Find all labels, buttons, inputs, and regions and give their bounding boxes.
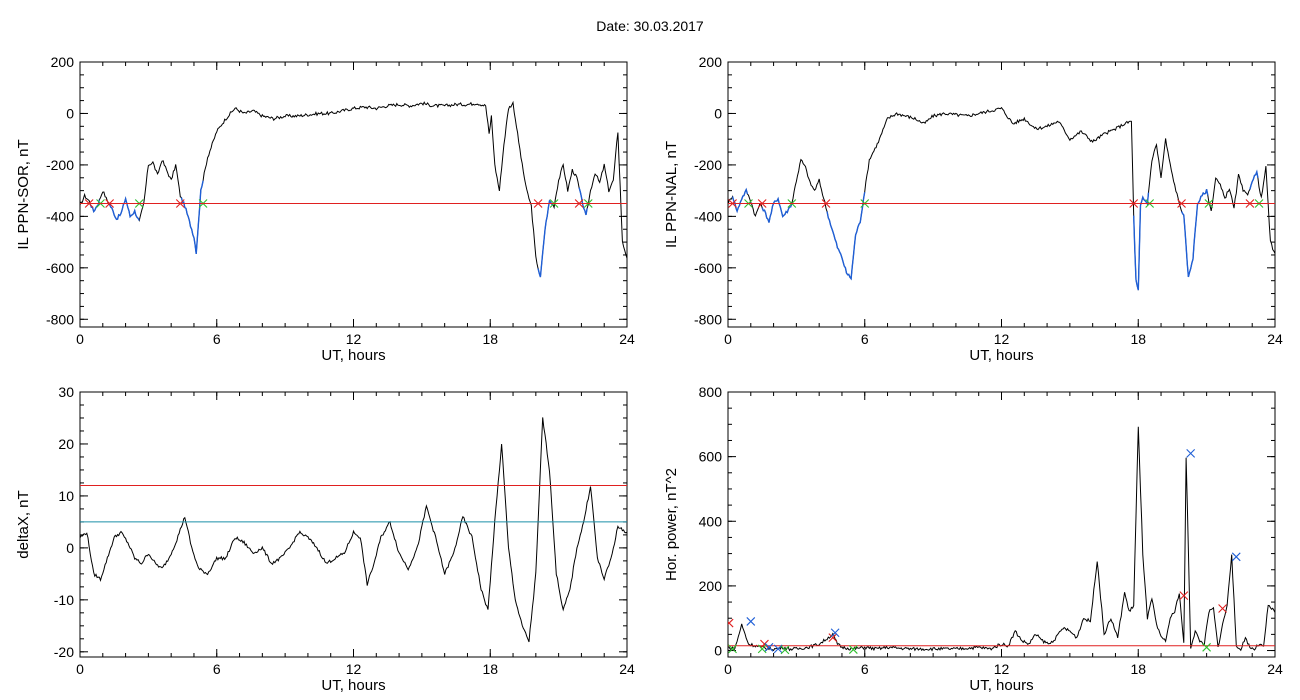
x-tick-label: 18 (1130, 661, 1146, 677)
panel-ppn-sor: 0 6 12 18 24 -800 -600 -400 -200 0 200 UT, hours IL … (15, 54, 635, 364)
y-tick-label: -20 (54, 644, 74, 660)
x-tick-label: 6 (213, 331, 221, 347)
y-tick-label: -400 (46, 208, 74, 224)
series-line (728, 426, 1275, 652)
power-marker-green (728, 644, 737, 654)
y-tick-label: -400 (694, 208, 722, 224)
panel-ppn-nal: 0 6 12 18 24 -800 -600 -400 -200 0 200 UT, hours IL … (663, 54, 1283, 364)
power-marker-green (1202, 642, 1212, 652)
y-axis-label: deltaX, nT (15, 490, 32, 558)
y-tick-label: 0 (714, 643, 722, 659)
y-tick-label: 400 (699, 513, 723, 529)
y-tick-label: -10 (54, 592, 74, 608)
event-segment (761, 196, 793, 223)
x-tick-label: 0 (724, 661, 732, 677)
power-marker-blue (1231, 552, 1241, 562)
event-segment (1180, 189, 1209, 278)
series-line (728, 106, 1275, 291)
series-line (80, 417, 627, 643)
y-axis-label: IL PPN-SOR, nT (15, 139, 32, 249)
series-line (80, 100, 627, 278)
y-tick-label: 0 (66, 540, 74, 556)
x-tick-label: 24 (1267, 661, 1283, 677)
x-tick-label: 12 (346, 331, 362, 347)
x-tick-label: 6 (861, 661, 869, 677)
y-tick-label: 0 (714, 105, 722, 121)
y-tick-label: 10 (58, 488, 74, 504)
plot-frame (727, 391, 1276, 658)
x-axis-label: UT, hours (321, 347, 385, 364)
x-tick-label: 18 (482, 661, 498, 677)
y-tick-label: 20 (58, 436, 74, 452)
x-tick-label: 12 (346, 661, 362, 677)
event-segment (1249, 169, 1259, 190)
x-axis-label: UT, hours (969, 677, 1033, 694)
y-tick-label: 30 (58, 384, 74, 400)
x-tick-label: 0 (76, 661, 84, 677)
power-marker-red (828, 633, 838, 642)
plot-area (80, 100, 627, 278)
y-axis-label: IL PPN-NAL, nT (663, 141, 680, 248)
y-tick-label: -200 (694, 157, 722, 173)
y-tick-label: -200 (46, 157, 74, 173)
event-segment (537, 199, 554, 278)
y-tick-label: 600 (699, 449, 723, 465)
power-marker-blue (830, 628, 840, 638)
power-marker-red (728, 618, 734, 628)
plot-frame (79, 61, 628, 328)
plot-area (728, 426, 1275, 655)
event-segment (826, 191, 866, 281)
power-marker-green (780, 645, 790, 655)
y-tick-label: 200 (51, 54, 75, 70)
y-tick-label: 200 (699, 54, 723, 70)
event-segment (89, 199, 101, 214)
panel-hor-power: 0 6 12 18 24 0 200 400 600 800 UT, hours Hor. power… (663, 384, 1283, 694)
plot-area (80, 417, 627, 643)
y-tick-label: 0 (66, 105, 74, 121)
y-tick-label: -600 (46, 260, 74, 276)
power-marker-blue (746, 617, 756, 626)
event-segment (578, 187, 588, 216)
y-tick-label: -600 (694, 260, 722, 276)
power-marker-green (848, 645, 858, 654)
x-axis-label: UT, hours (321, 677, 385, 694)
x-tick-label: 24 (619, 331, 635, 347)
x-tick-label: 12 (994, 661, 1010, 677)
y-tick-label: 200 (699, 578, 723, 594)
plot-frame (727, 61, 1276, 328)
x-tick-label: 12 (994, 331, 1010, 347)
power-marker-red (1218, 604, 1227, 613)
panel-deltax: 0 6 12 18 24 -20 -10 0 10 20 30 UT, hours deltaX, nT (15, 384, 635, 694)
plot-area (728, 106, 1275, 291)
x-tick-label: 18 (482, 331, 498, 347)
x-tick-label: 6 (213, 661, 221, 677)
y-tick-label: 800 (699, 384, 723, 400)
x-tick-label: 24 (1267, 331, 1283, 347)
power-marker-blue (764, 642, 774, 652)
page-title: Date: 30.03.2017 (0, 18, 1300, 34)
x-tick-label: 0 (76, 331, 84, 347)
x-tick-label: 18 (1130, 331, 1146, 347)
date-value: 30.03.2017 (633, 18, 704, 34)
x-tick-label: 0 (724, 331, 732, 347)
power-marker-red (1179, 591, 1189, 600)
x-axis-label: UT, hours (969, 347, 1033, 364)
date-label: Date: (596, 18, 630, 34)
power-marker-blue (1186, 449, 1196, 458)
event-segment (180, 180, 204, 254)
power-marker-red (760, 639, 769, 649)
y-tick-label: -800 (694, 311, 722, 327)
y-tick-label: -800 (46, 311, 74, 327)
power-marker-green (757, 644, 767, 654)
y-axis-label: Hor. power, nT^2 (663, 468, 680, 581)
x-tick-label: 6 (861, 331, 869, 347)
x-tick-label: 24 (619, 661, 635, 677)
event-segment (108, 196, 140, 221)
